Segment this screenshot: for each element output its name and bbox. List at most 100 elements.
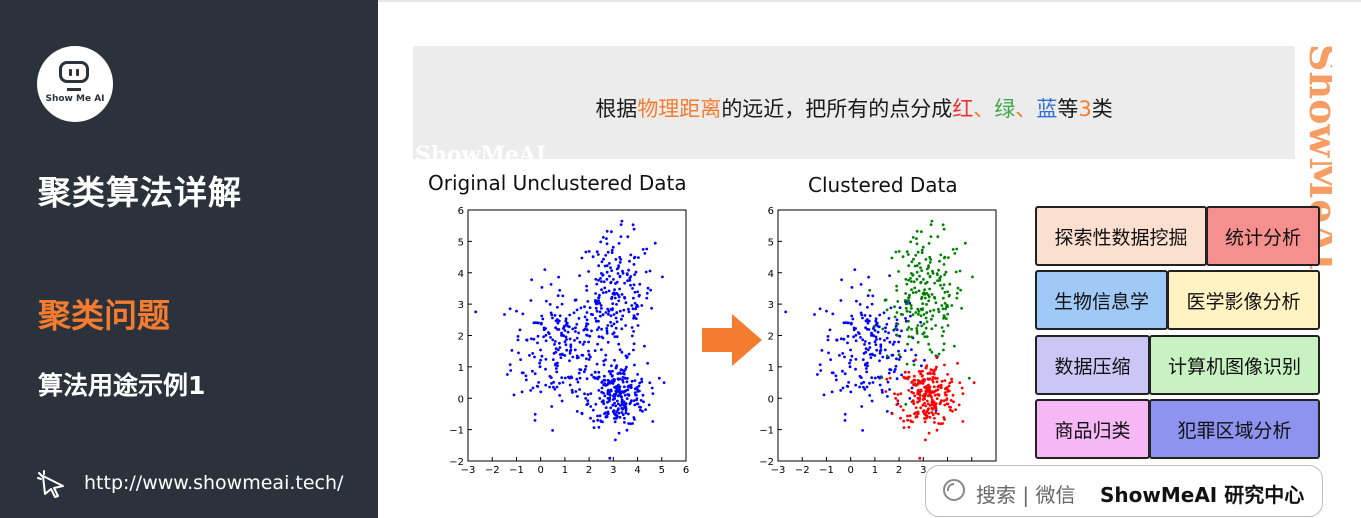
data-point <box>839 337 843 341</box>
data-point <box>536 385 540 388</box>
right-arrow-icon <box>702 314 762 366</box>
data-point <box>925 311 929 314</box>
data-point <box>574 390 578 393</box>
data-point <box>624 402 627 406</box>
data-point <box>944 393 947 397</box>
watermark-text: ShowMeAI <box>415 142 547 168</box>
data-point <box>585 311 589 314</box>
data-point <box>623 377 627 380</box>
data-point <box>613 417 616 420</box>
data-point <box>598 310 602 314</box>
data-point <box>597 296 600 300</box>
data-point <box>553 314 557 317</box>
data-point <box>601 236 605 239</box>
data-point <box>610 364 613 368</box>
data-point <box>914 358 917 362</box>
data-point <box>916 307 920 311</box>
data-point <box>878 313 882 317</box>
data-point <box>633 379 637 382</box>
data-point <box>598 293 601 297</box>
data-point <box>903 370 907 374</box>
data-point <box>907 319 910 323</box>
data-point <box>575 354 579 358</box>
data-point <box>904 319 908 323</box>
data-point <box>617 411 621 415</box>
sidebar-subheading: 算法用途示例1 <box>38 371 206 400</box>
data-point <box>895 311 899 314</box>
data-point <box>537 381 540 384</box>
data-point <box>603 264 607 268</box>
data-point <box>594 299 597 302</box>
x-tick-label: −3 <box>461 465 476 476</box>
data-point <box>618 404 622 407</box>
data-point <box>852 335 855 339</box>
data-point <box>909 277 912 280</box>
top-border <box>378 0 1361 2</box>
data-point <box>910 386 914 390</box>
data-point <box>651 392 655 395</box>
data-point <box>607 312 610 316</box>
data-point <box>922 292 926 296</box>
data-point <box>893 392 896 396</box>
data-point <box>552 380 556 384</box>
data-point <box>943 273 946 276</box>
data-point <box>605 242 609 246</box>
data-point <box>516 335 520 338</box>
data-point <box>894 250 898 254</box>
data-point <box>585 334 589 337</box>
data-point <box>937 422 940 425</box>
data-point <box>831 312 835 316</box>
data-point <box>542 335 545 339</box>
data-point <box>915 229 919 233</box>
data-point <box>949 399 953 402</box>
data-point <box>610 381 613 385</box>
data-point <box>568 337 572 341</box>
data-point <box>630 334 634 338</box>
search-label: 搜索 | 微信 <box>976 483 1076 507</box>
data-point <box>560 302 564 306</box>
data-point <box>841 352 845 355</box>
data-point <box>943 379 947 382</box>
data-point <box>528 354 531 357</box>
data-point <box>901 313 904 316</box>
data-point <box>943 363 946 367</box>
data-point <box>906 414 909 418</box>
data-point <box>557 319 561 323</box>
data-point <box>886 380 890 384</box>
data-point <box>584 250 588 254</box>
data-point <box>898 334 902 338</box>
data-point <box>630 326 634 329</box>
data-point <box>949 408 952 412</box>
data-point <box>597 299 600 303</box>
data-point <box>637 384 641 388</box>
data-point <box>881 327 885 331</box>
data-point <box>594 319 598 323</box>
website-link[interactable]: http://www.showmeai.tech/ <box>84 472 344 494</box>
data-point <box>560 352 564 356</box>
data-point <box>956 361 959 365</box>
y-tick-label: 3 <box>768 300 774 311</box>
data-point <box>554 347 558 351</box>
data-point <box>618 390 622 393</box>
data-point <box>905 282 909 286</box>
data-point <box>952 400 955 404</box>
application-tag: 计算机图像识别 <box>1149 335 1320 395</box>
data-point <box>558 394 562 397</box>
wechat-search-bar[interactable]: 搜索 | 微信 ShowMeAI 研究中心 <box>925 465 1323 517</box>
data-point <box>600 307 603 310</box>
data-point <box>933 281 936 285</box>
data-point <box>618 348 622 352</box>
data-point <box>885 336 889 340</box>
data-point <box>605 237 608 240</box>
data-point <box>906 418 910 422</box>
data-point <box>907 370 911 374</box>
data-point <box>924 389 928 393</box>
data-point <box>571 355 575 359</box>
data-point <box>597 319 600 323</box>
data-point <box>601 291 605 294</box>
data-point <box>596 377 600 381</box>
caption-text: 根据物理距离的远近，把所有的点分成红、绿、蓝等3类 <box>595 97 1113 121</box>
data-point <box>930 327 934 331</box>
data-point <box>843 355 846 359</box>
data-point <box>610 230 613 234</box>
